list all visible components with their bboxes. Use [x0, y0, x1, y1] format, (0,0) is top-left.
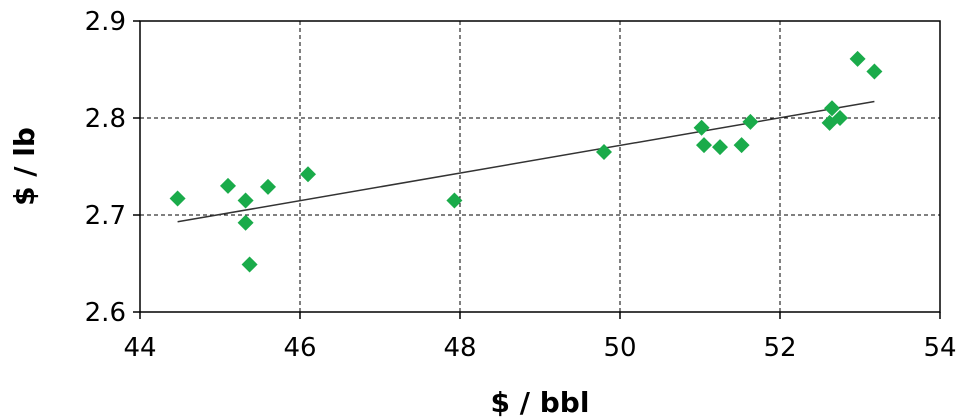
y-axis-title: $ / lb: [8, 127, 41, 206]
data-point: [742, 113, 759, 130]
data-point: [693, 119, 710, 136]
trendline: [177, 100, 875, 223]
data-point: [832, 110, 848, 126]
data-point: [712, 139, 728, 156]
data-point: [241, 256, 258, 273]
data-point: [260, 178, 276, 195]
data-point: [220, 177, 236, 194]
x-axis-ticks: 44 46 48 50 52 54: [123, 312, 957, 363]
x-tick-label: 48: [443, 333, 476, 363]
data-point: [237, 192, 254, 209]
y-tick-label: 2.6: [85, 298, 126, 328]
y-tick-label: 2.7: [85, 201, 126, 231]
data-point: [596, 143, 612, 160]
x-tick-label: 50: [603, 333, 636, 363]
data-point: [866, 63, 883, 80]
x-tick-label: 44: [123, 333, 156, 363]
data-point: [849, 50, 866, 67]
plot-area: [139, 20, 941, 313]
data-point: [446, 192, 463, 209]
x-tick-label: 54: [923, 333, 956, 363]
y-tick-label: 2.8: [85, 104, 126, 134]
data-point: [237, 214, 254, 231]
data-point: [300, 166, 316, 183]
data-point: [733, 137, 750, 154]
x-axis-title: $ / bbl: [491, 386, 590, 419]
y-axis-ticks: 2.6 2.7 2.8 2.9: [85, 7, 140, 328]
y-tick-label: 2.9: [85, 7, 126, 37]
grid-lines: [140, 21, 940, 312]
data-point: [169, 190, 186, 207]
data-point: [824, 100, 840, 117]
x-tick-label: 52: [763, 333, 796, 363]
data-points: [169, 50, 883, 273]
data-point: [696, 137, 712, 154]
x-tick-label: 46: [283, 333, 316, 363]
